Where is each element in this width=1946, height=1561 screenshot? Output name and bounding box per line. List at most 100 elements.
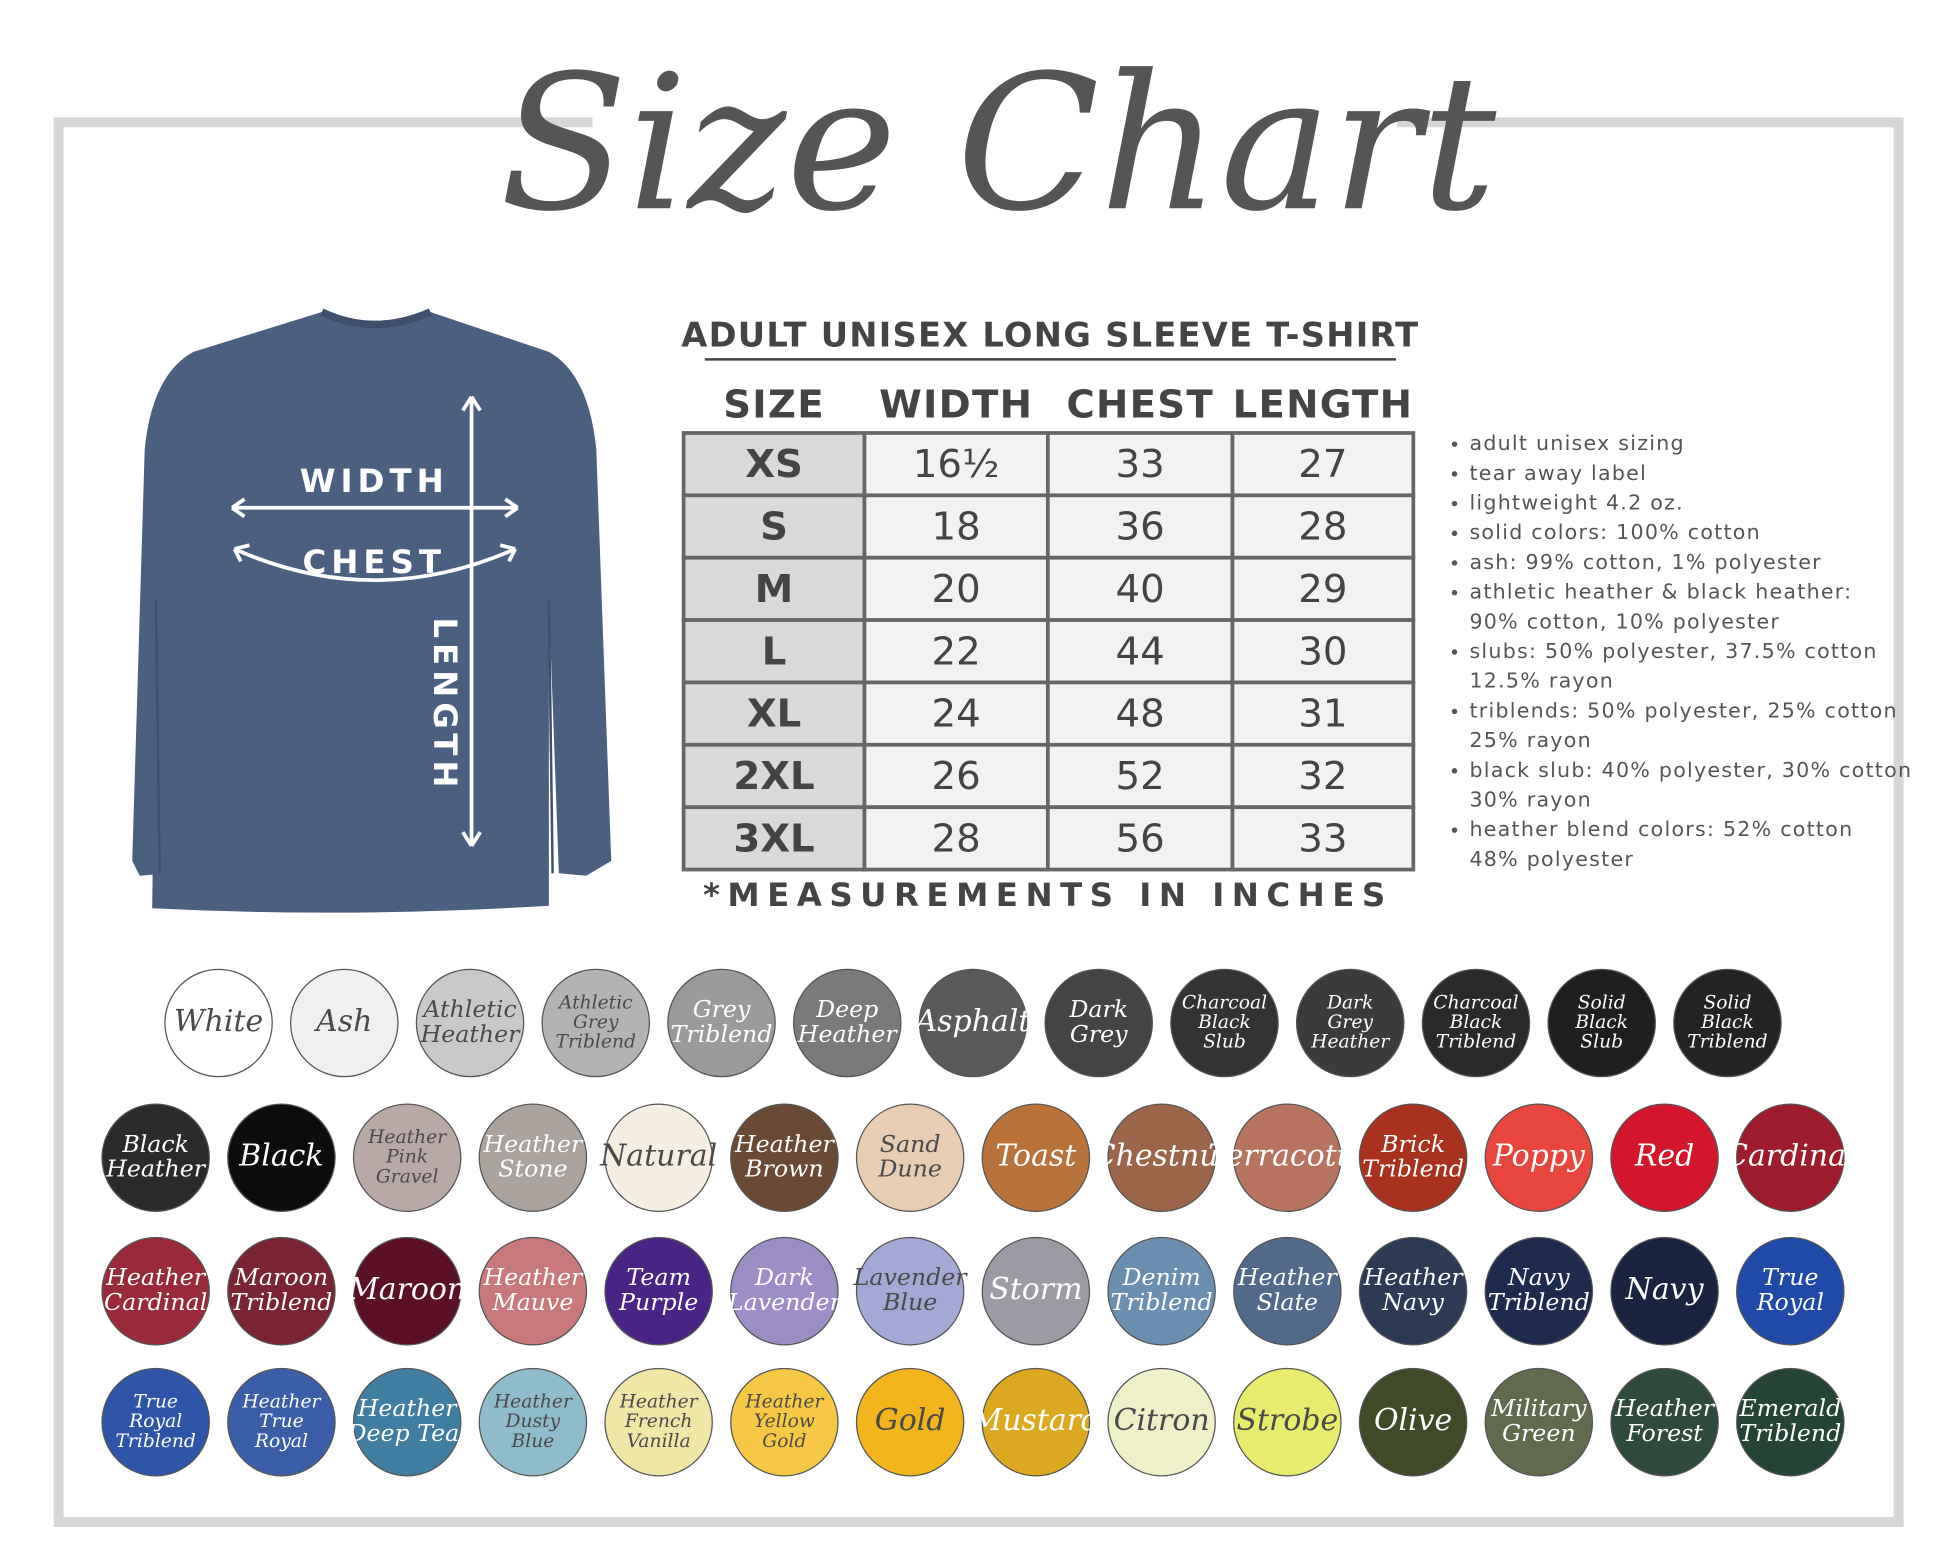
swatch-label: Athletic	[557, 992, 633, 1013]
swatch-label: Dark	[754, 1263, 814, 1291]
bullet	[1451, 530, 1458, 536]
swatch-label: Heather	[1363, 1263, 1465, 1291]
swatch	[1736, 1367, 1845, 1477]
swatch-label: True	[133, 1392, 178, 1413]
column-header: WIDTH	[879, 382, 1033, 427]
swatch-label: Stone	[498, 1155, 567, 1183]
table-cell	[681, 618, 867, 685]
table-cell	[862, 493, 1050, 560]
swatch	[1610, 1236, 1719, 1346]
swatch-label: Dark	[1326, 992, 1373, 1013]
table-cell	[681, 742, 867, 810]
column-header: CHEST	[1066, 382, 1214, 427]
swatch-label: Green	[1502, 1419, 1576, 1447]
table-cell	[862, 618, 1050, 685]
bullet	[1451, 649, 1458, 655]
swatch	[227, 1367, 336, 1477]
swatch-label: Forest	[1625, 1419, 1703, 1447]
measure-arrows	[230, 395, 519, 847]
table-cell	[862, 680, 1050, 747]
note-text: athletic heather & black heather:	[1469, 580, 1852, 604]
swatch-label: Dark	[1068, 995, 1128, 1023]
swatch	[1107, 1236, 1216, 1346]
measurement: 33	[1298, 816, 1347, 861]
swatch	[1358, 1103, 1468, 1212]
swatch	[1673, 968, 1782, 1078]
table-cell	[1045, 555, 1235, 622]
swatch-label: Mauve	[491, 1288, 573, 1316]
bullet	[1451, 827, 1458, 833]
table-cell	[1230, 493, 1416, 560]
swatch-label: Mustard	[971, 1403, 1101, 1438]
swatch-label: Heather	[367, 1127, 447, 1148]
sleeve-seam	[154, 598, 554, 874]
swatch	[604, 1103, 713, 1212]
swatch-label: Blue	[510, 1431, 554, 1452]
table-cell	[1045, 618, 1235, 685]
swatch-label: Maroon	[234, 1263, 328, 1291]
table-cell	[1045, 742, 1235, 810]
measurement: 16½	[913, 442, 1000, 487]
swatch	[1295, 968, 1405, 1078]
swatch-label: Poppy	[1492, 1139, 1586, 1174]
swatch	[1610, 1367, 1719, 1477]
note-text: 12.5% rayon	[1469, 669, 1614, 693]
bullet	[1451, 560, 1458, 566]
note-text: lightweight 4.2 oz.	[1469, 491, 1683, 515]
swatch	[604, 1236, 713, 1346]
swatch	[227, 1103, 336, 1212]
swatch-label: Military	[1490, 1394, 1587, 1422]
swatch-label: Triblend	[556, 1032, 636, 1053]
swatch-label: Deep Teal	[346, 1419, 466, 1447]
note-text: ash: 99% cotton, 1% polyester	[1469, 550, 1821, 574]
swatch	[1358, 1367, 1468, 1477]
swatch-label: Dune	[877, 1155, 942, 1183]
shirt-illustration: WIDTH CHEST LENGTH	[132, 308, 612, 913]
measurement: 56	[1116, 816, 1165, 861]
swatch	[1484, 1236, 1594, 1346]
swatch-label: Red	[1634, 1139, 1694, 1174]
swatch-label: Brick	[1380, 1130, 1445, 1158]
swatch-label: Cardinal	[1725, 1139, 1855, 1174]
note-text: slubs: 50% polyester, 37.5% cotton	[1469, 639, 1877, 663]
swatch	[981, 1236, 1091, 1346]
swatch-label: Slate	[1257, 1288, 1318, 1316]
swatch	[1233, 1367, 1342, 1477]
table-cell	[1230, 431, 1416, 498]
swatch	[1107, 1367, 1216, 1477]
table-cell	[1045, 431, 1235, 498]
swatch-label: Solid	[1578, 992, 1626, 1013]
swatch	[730, 1236, 839, 1346]
swatch-label: Black	[121, 1130, 189, 1158]
swatch-label: True	[1762, 1263, 1818, 1291]
swatch-label: Slub	[1203, 1032, 1246, 1053]
size-label: L	[762, 629, 787, 674]
swatch-label: Triblend	[1488, 1288, 1590, 1316]
swatch	[1484, 1367, 1594, 1477]
note-text: 48% polyester	[1469, 847, 1634, 871]
table-cell	[1230, 680, 1416, 747]
swatch-label: Triblend	[1739, 1419, 1841, 1447]
swatch-label: Black	[1700, 1012, 1754, 1033]
swatch-label: Heather	[1237, 1263, 1339, 1291]
swatch-label: Grey	[573, 1012, 619, 1033]
swatch-label: Gold	[875, 1403, 946, 1438]
swatch-label: Charcoal	[1433, 992, 1518, 1013]
note-text: black slub: 40% polyester, 30% cotton	[1469, 758, 1912, 782]
swatch	[667, 968, 776, 1078]
swatch-label: Blue	[882, 1288, 937, 1316]
bullet	[1451, 441, 1458, 447]
note-text: triblends: 50% polyester, 25% cotton	[1469, 698, 1897, 722]
swatch-label: Navy	[1507, 1263, 1570, 1291]
swatch-label: Dusty	[505, 1411, 561, 1432]
swatch-label: Solid	[1703, 992, 1751, 1013]
swatch-label: Natural	[599, 1139, 717, 1174]
swatch-label: Toast	[995, 1139, 1077, 1174]
swatch-label: Navy	[1625, 1272, 1705, 1307]
table-cell	[681, 493, 867, 560]
measurement: 33	[1116, 442, 1165, 487]
swatch	[1736, 1236, 1845, 1346]
swatch	[478, 1367, 588, 1477]
swatch	[981, 1103, 1091, 1212]
collar	[320, 308, 432, 329]
